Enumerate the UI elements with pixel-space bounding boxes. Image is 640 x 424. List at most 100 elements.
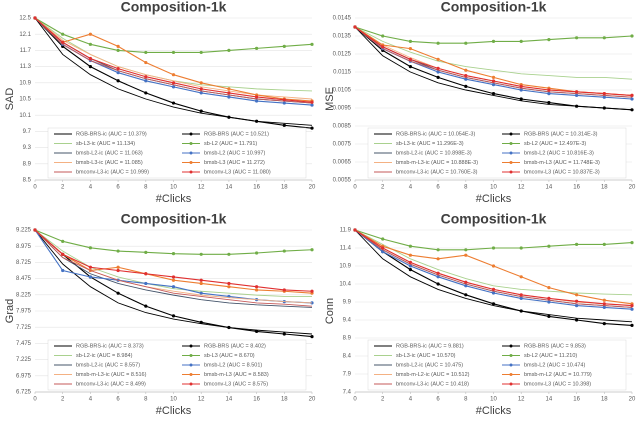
y-tick-label: 0.0095 <box>333 106 352 112</box>
series-marker <box>381 45 385 49</box>
legend-marker <box>189 170 193 174</box>
x-tick-label: 4 <box>409 185 413 191</box>
series-marker <box>171 314 176 318</box>
series-marker <box>61 268 65 273</box>
series-marker <box>33 16 37 20</box>
series-marker <box>630 241 634 245</box>
series-marker <box>408 260 412 264</box>
y-tick-label: 0.0115 <box>333 70 352 76</box>
series-marker <box>491 287 496 291</box>
series-marker <box>519 296 523 300</box>
series-marker <box>310 248 314 252</box>
series-marker <box>547 296 551 300</box>
series-marker <box>630 307 634 311</box>
x-tick-label: 18 <box>281 185 288 191</box>
series-marker <box>310 126 314 130</box>
series-line <box>354 229 633 308</box>
chart-title: Composition-1k <box>121 0 227 15</box>
series-marker <box>61 252 65 256</box>
x-tick-label: 10 <box>170 185 177 191</box>
series-marker <box>282 249 286 253</box>
series-marker <box>227 91 231 95</box>
chart-title: Composition-1k <box>441 211 547 227</box>
series-marker <box>408 65 412 69</box>
series-marker <box>116 291 120 295</box>
series-marker <box>227 252 231 256</box>
series-marker <box>436 271 440 275</box>
series-marker <box>199 91 203 95</box>
legend-marker <box>509 382 513 386</box>
y-tick-label: 11.3 <box>20 64 32 70</box>
series-marker <box>630 304 634 308</box>
y-tick-label: 10.1 <box>19 113 31 119</box>
legend-marker <box>189 161 193 164</box>
y-tick-label: 10.9 <box>19 80 31 86</box>
series-line <box>34 17 313 106</box>
x-tick-label: 18 <box>601 397 608 403</box>
chart-panel: Composition-1k SAD #Clicks 8.5 8.9 9.3 9.7 10.1… <box>4 0 316 205</box>
legend-label: bmsb-m-L3-ic (AUC = 10.888E-3) <box>396 160 478 166</box>
series-marker <box>575 318 579 322</box>
series-marker <box>464 284 468 288</box>
x-tick-label: 2 <box>61 397 65 403</box>
series-marker <box>144 75 148 79</box>
series-marker <box>464 248 468 252</box>
series-marker <box>602 305 606 309</box>
series-line <box>34 17 313 102</box>
y-tick-label: 0.0145 <box>333 16 352 22</box>
x-tick-label: 12 <box>198 185 205 191</box>
legend-label: RGB-BRS (AUC = 9.853) <box>524 343 586 349</box>
series-marker <box>144 304 148 308</box>
y-tick-label: 7.4 <box>343 390 352 396</box>
y-tick-label: 8.975 <box>16 244 32 250</box>
legend-label: bmconv-L3-ic (AUC = 10.999) <box>76 169 149 175</box>
legend-label: bmsb-m-L2-ic (AUC = 10.512) <box>396 372 470 378</box>
legend-label: bmsb-L2-ic (AUC = 11.063) <box>76 150 143 156</box>
legend-marker <box>509 142 513 145</box>
series-marker <box>491 79 496 83</box>
series-marker <box>602 106 606 110</box>
legend-label: bmsb-L3 (AUC = 11.272) <box>204 160 265 166</box>
series-marker <box>602 298 606 302</box>
series-marker <box>88 42 92 46</box>
series-marker <box>144 91 148 95</box>
series-marker <box>464 293 468 297</box>
series-marker <box>436 275 440 279</box>
series-marker <box>436 57 440 62</box>
x-tick-label: 20 <box>309 185 316 191</box>
series-marker <box>116 71 120 75</box>
x-tick-label: 8 <box>464 397 468 403</box>
series-marker <box>171 285 176 289</box>
y-tick-label: 9.3 <box>23 145 32 151</box>
series-marker <box>144 272 148 276</box>
series-marker <box>491 291 496 295</box>
legend-label: RGB-BRS (AUC = 10.521) <box>204 131 269 137</box>
legend-label: RGB-BRS-ic (AUC = 9.881) <box>396 343 464 349</box>
legend-marker <box>509 161 513 164</box>
series-marker <box>602 302 606 306</box>
chart-panel: Composition-1k MSE #Clicks 0.0055 0.0065 0.00… <box>324 0 636 205</box>
series-marker <box>171 73 176 77</box>
series-marker <box>575 104 579 108</box>
legend-label: sb-L2 (AUC = 12.497E-3) <box>524 141 586 147</box>
y-tick-label: 12.1 <box>19 32 31 38</box>
series-marker <box>61 32 65 36</box>
series-marker <box>602 36 606 40</box>
series-marker <box>519 246 523 250</box>
series-marker <box>547 314 551 318</box>
series-line <box>34 17 313 104</box>
y-axis-label: Grad <box>4 299 16 323</box>
series-marker <box>575 93 579 97</box>
series-marker <box>227 325 231 330</box>
y-tick-label: 9.225 <box>16 228 32 234</box>
y-tick-label: 9.9 <box>343 300 352 306</box>
series-marker <box>491 92 496 96</box>
series-marker <box>630 108 634 112</box>
x-tick-label: 16 <box>573 397 580 403</box>
series-marker <box>602 322 606 326</box>
series-marker <box>630 93 634 97</box>
legend-marker <box>189 373 193 376</box>
series-marker <box>519 39 523 44</box>
legend-marker <box>189 382 193 386</box>
series-marker <box>491 302 496 306</box>
